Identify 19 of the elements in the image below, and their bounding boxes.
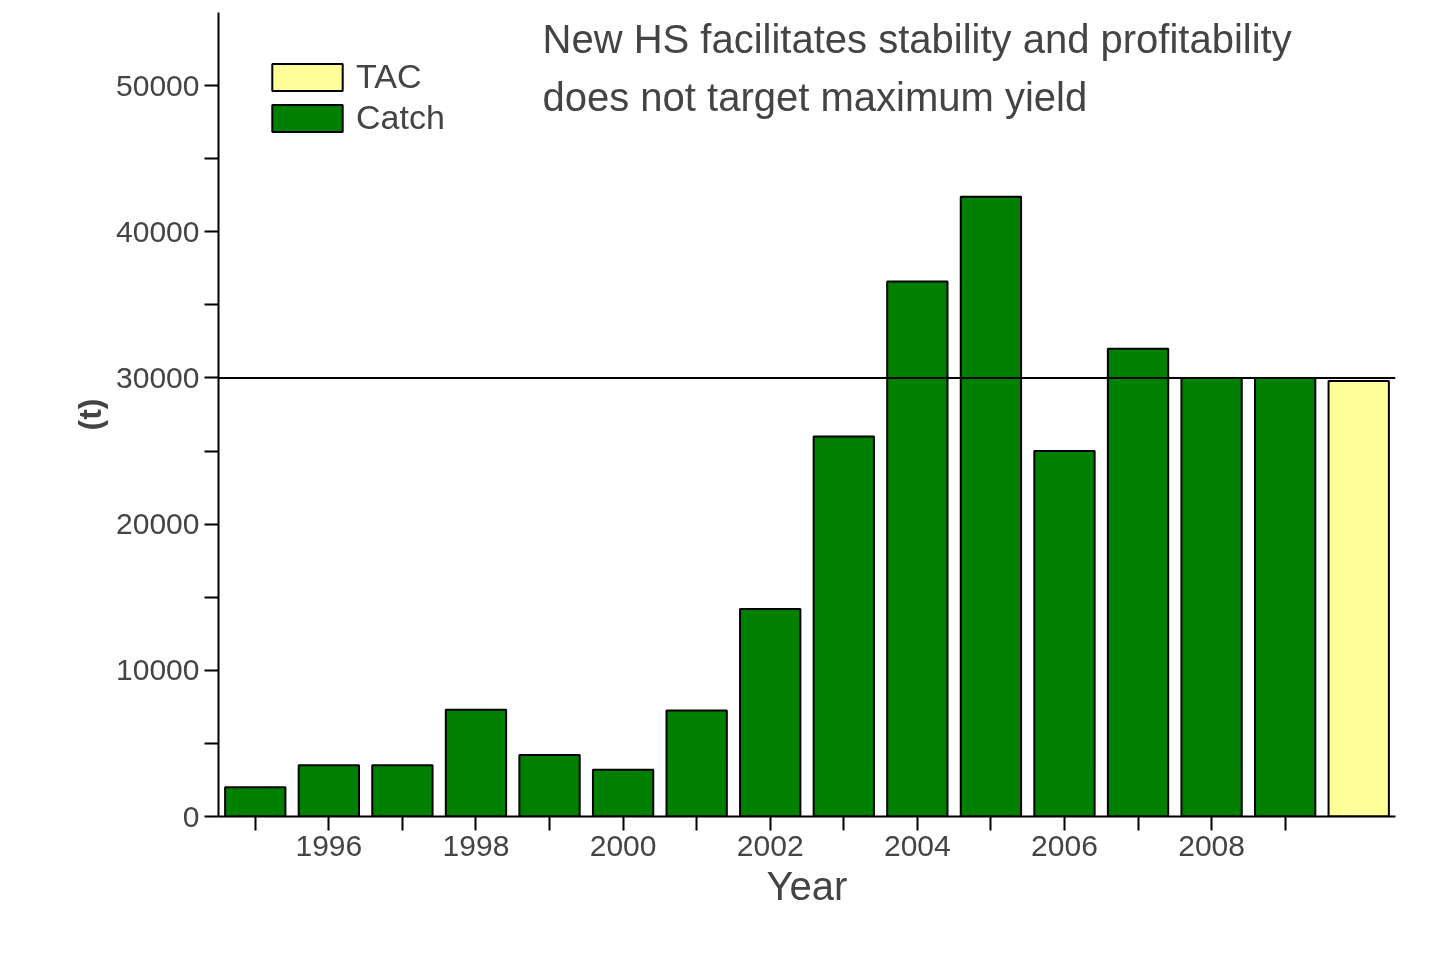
x-tick-label: 1996 [295,828,363,862]
legend-label: Catch [356,98,445,137]
y-tick-label: 30000 [116,360,200,394]
x-tick-label: 1998 [442,828,510,862]
y-tick-label: 0 [182,799,200,833]
x-tick-label: 2006 [1031,828,1098,862]
y-tick-label: 20000 [116,507,200,541]
x-tick-label: 2004 [883,828,951,862]
x-tick-label: 2000 [589,828,657,862]
annotation: does not target maximum yield [542,74,1088,119]
y-tick-label: 50000 [116,68,200,102]
annotation: New HS facilitates stability and profitability [542,16,1292,61]
x-axis-title: Year [766,863,848,908]
y-tick-label: 10000 [116,653,200,687]
y-axis-title: (t) [72,398,109,431]
legend-label: TAC [356,57,422,96]
x-tick-label: 2002 [736,828,804,862]
x-tick-label: 2008 [1178,828,1245,862]
y-tick-label: 40000 [116,214,200,248]
